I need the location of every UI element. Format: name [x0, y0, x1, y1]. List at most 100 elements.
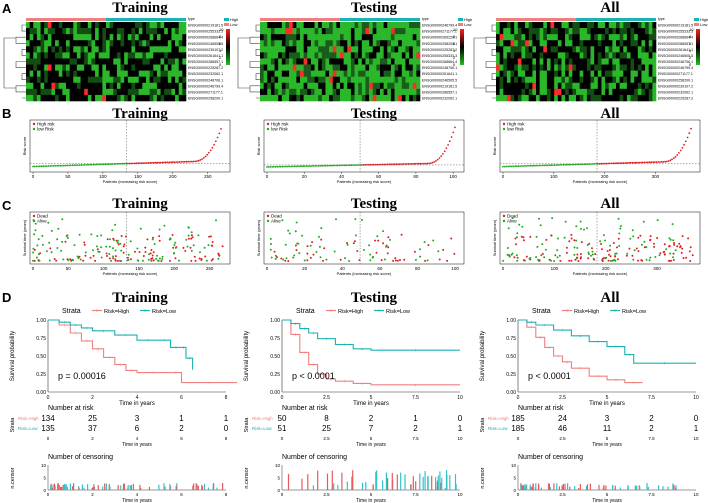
risk-count-high: 24 — [558, 414, 567, 423]
heatmap-cell — [142, 34, 147, 41]
gene-label: ENSG00000286557.1 — [658, 42, 693, 46]
heatmap-cell — [270, 40, 275, 47]
status-xtick-label: 300 — [653, 266, 661, 271]
heatmap-cell — [546, 40, 551, 47]
heatmap-cell — [579, 70, 584, 77]
risk-score-point — [293, 165, 296, 168]
censor-xtick-label: 5 — [370, 492, 373, 497]
gene-label: ENSG00000248706.1 — [188, 78, 223, 82]
heatmap-cell — [300, 28, 304, 35]
heatmap-cell — [503, 76, 508, 84]
column-all: AllENSG00000219181.5ENSG00000255333.3ENS… — [473, 0, 708, 503]
heatmap-cell — [62, 28, 67, 35]
heatmap-cell — [506, 76, 511, 84]
heatmap-cell — [365, 46, 370, 53]
heatmap-cell — [62, 82, 67, 90]
risk-score-point — [295, 165, 298, 168]
risk-score-point — [151, 161, 153, 164]
heatmap-cell — [561, 34, 566, 41]
heatmap-cell — [340, 40, 344, 47]
risk-score-point — [607, 162, 610, 165]
risk-score-point — [183, 160, 186, 163]
heatmap-cell — [167, 70, 172, 77]
heatmap-cell — [29, 52, 34, 59]
km-xtick-label: 7.5 — [648, 395, 655, 401]
score-ylabel: Risk score — [492, 136, 497, 155]
heatmap-cell — [557, 58, 562, 65]
score-xtick-label: 200 — [601, 174, 609, 179]
heatmap-cell — [44, 58, 49, 65]
heatmap-cell — [380, 76, 384, 84]
heatmap-cell — [329, 46, 334, 53]
heatmap-cell — [601, 52, 606, 59]
heatmap-cell — [149, 52, 154, 59]
status-point — [394, 259, 397, 262]
heatmap-cell — [124, 52, 129, 59]
heatmap-cell — [550, 88, 555, 96]
heatmap-cell — [87, 52, 92, 59]
heatmap-cell — [281, 46, 286, 53]
legend-dead-label: Dead — [271, 214, 282, 219]
censor-bar — [97, 485, 99, 490]
heatmap-cell — [127, 70, 132, 77]
status-point — [136, 247, 139, 250]
risk-score-point — [40, 165, 43, 168]
heatmap-cell — [372, 76, 377, 84]
heatmap-cell — [127, 34, 132, 41]
heatmap-cell — [76, 88, 81, 96]
heatmap-cell — [416, 94, 421, 102]
heatmap-cell — [47, 76, 52, 84]
scale-tick-label: 2 — [689, 55, 692, 60]
heatmap-cell — [91, 34, 96, 41]
status-point — [640, 243, 643, 246]
heatmap-cell — [561, 82, 566, 90]
heatmap-cell — [525, 28, 530, 35]
heatmap-cell — [506, 58, 511, 65]
score-xtick-label: 60 — [376, 174, 382, 179]
censor-bar — [361, 482, 364, 490]
heatmap-cell — [532, 40, 537, 47]
heatmap-cell — [178, 22, 183, 29]
heatmap-cell — [76, 40, 81, 47]
heatmap-cell — [149, 70, 154, 77]
risk-table-title: Number at risk — [48, 405, 94, 412]
heatmap-cell — [517, 70, 522, 77]
heatmap-cell — [47, 64, 52, 71]
status-point — [577, 260, 580, 262]
km-censor-mark: + — [188, 356, 191, 362]
risk-score-point — [414, 162, 417, 165]
status-point — [529, 258, 532, 261]
heatmap-cell — [332, 76, 337, 84]
heatmap-cell — [612, 76, 617, 84]
heatmap-cell — [565, 22, 570, 29]
heatmap-cell — [44, 64, 49, 71]
heatmap-cell — [416, 70, 421, 77]
heatmap-cell — [383, 94, 388, 102]
heatmap-cell — [314, 64, 319, 71]
heatmap-cell — [579, 22, 584, 29]
heatmap-cell — [626, 46, 631, 53]
heatmap-cell — [167, 40, 172, 47]
heatmap-cell — [496, 58, 500, 65]
status-point — [691, 254, 694, 257]
heatmap-cell — [372, 22, 377, 29]
heatmap-cell — [626, 82, 631, 90]
heatmap-cell — [29, 76, 34, 84]
heatmap-cell — [274, 94, 279, 102]
status-point — [76, 255, 79, 258]
censor-xlabel: Time in years — [356, 498, 386, 503]
heatmap-cell — [149, 76, 154, 84]
heatmap-cell — [590, 46, 595, 53]
status-point — [61, 240, 64, 243]
censor-bar — [574, 486, 576, 490]
heatmap-cell — [405, 52, 410, 59]
heatmap-cell — [178, 82, 183, 90]
heatmap-cell — [398, 58, 403, 65]
status-point — [672, 256, 674, 259]
heatmap-cell — [365, 40, 370, 47]
risk-score-point — [622, 162, 625, 164]
censor-bar — [553, 483, 555, 490]
heatmap-cell — [80, 40, 85, 47]
heatmap-cell — [314, 40, 319, 47]
status-point — [606, 250, 609, 252]
